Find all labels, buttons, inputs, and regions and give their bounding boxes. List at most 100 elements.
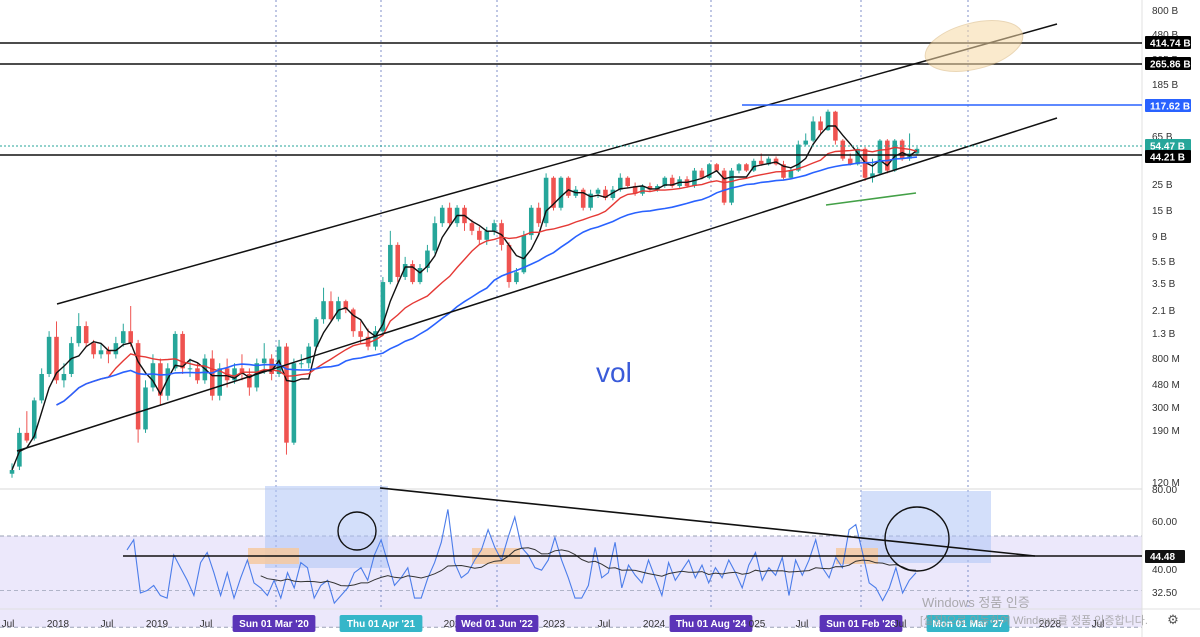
- candle-106: [796, 144, 801, 171]
- price-tick-11: 5.5 B: [1152, 257, 1176, 268]
- candle-71: [536, 207, 541, 224]
- price-tick-18: 190 M: [1152, 426, 1180, 437]
- candle-53: [402, 264, 408, 277]
- candle-68: [514, 272, 519, 283]
- rsi-ma: [260, 547, 917, 587]
- gear-icon[interactable]: ⚙: [1167, 613, 1179, 628]
- candle-80: [603, 189, 608, 198]
- candle-24: [187, 368, 193, 370]
- price-tick-8: 25 B: [1152, 180, 1173, 191]
- candle-107: [803, 140, 809, 145]
- candle-120: [899, 140, 905, 159]
- price-tick-15: 800 M: [1152, 354, 1180, 365]
- candle-18: [143, 387, 148, 430]
- candle-17: [135, 343, 141, 430]
- target-ellipse: [924, 20, 1024, 72]
- candle-93: [699, 170, 705, 178]
- candle-97: [729, 170, 734, 203]
- green-trend: [825, 192, 917, 206]
- candle-20: [158, 363, 163, 396]
- candle-67: [506, 244, 512, 283]
- candle-31: [239, 368, 245, 374]
- price-tag-label-0: 414.74 B: [1150, 39, 1191, 50]
- price-tag-label-2: 117.62 B: [1150, 102, 1190, 113]
- candle-59: [447, 207, 452, 224]
- xaxis-tick-7: 202: [444, 619, 461, 630]
- xaxis-tag-12: [669, 615, 753, 632]
- candle-51: [388, 244, 393, 283]
- candle-82: [617, 177, 623, 190]
- ma-mid: [56, 146, 918, 406]
- xaxis-tick-1: 2018: [47, 619, 70, 630]
- price-tag-2: [1145, 99, 1191, 112]
- candle-9: [76, 326, 82, 344]
- rsi-level-tag: [1145, 550, 1185, 563]
- rsi-level-tag-label: 44.48: [1150, 552, 1175, 563]
- xaxis-tick-9: 2023: [543, 619, 566, 630]
- price-tick-9: 15 B: [1152, 206, 1173, 217]
- xaxis-tick-2: Jul: [101, 619, 114, 630]
- candle-56: [425, 250, 430, 268]
- price-tag-label-1: 265.86 B: [1150, 60, 1191, 71]
- candle-23: [180, 333, 185, 369]
- candle-79: [595, 189, 601, 194]
- candle-49: [373, 331, 378, 347]
- rsi-circle-2021: [337, 511, 377, 551]
- rsi-tick-3: 40.00: [1152, 565, 1177, 576]
- xaxis-tag-17: [926, 615, 1010, 632]
- candle-47: [358, 331, 363, 337]
- candle-3: [31, 400, 37, 439]
- xaxis-tag-label-6: Thu 01 Apr '21: [347, 619, 416, 630]
- candle-92: [692, 170, 697, 187]
- candle-35: [269, 358, 274, 374]
- xaxis-tick-11: 2024: [643, 619, 666, 630]
- candle-75: [566, 177, 571, 196]
- annotation-vol: vol: [596, 357, 632, 388]
- candle-30: [232, 368, 237, 381]
- candle-46: [350, 309, 356, 332]
- price-tick-14: 1.3 B: [1152, 329, 1176, 340]
- candle-110: [825, 111, 831, 131]
- candle-113: [847, 158, 853, 165]
- xaxis-tag-label-15: Sun 01 Feb '26: [826, 619, 896, 630]
- candle-55: [417, 267, 423, 283]
- candle-42: [321, 301, 326, 320]
- rsi-tick-4: 32.50: [1152, 588, 1177, 599]
- candle-14: [113, 343, 119, 355]
- candle-19: [150, 363, 156, 388]
- candle-99: [744, 164, 749, 171]
- price-tick-3: 185 B: [1152, 80, 1178, 91]
- channel-upper: [56, 23, 1058, 305]
- candle-5: [46, 336, 52, 374]
- candle-25: [195, 368, 200, 381]
- rsi-series: [123, 487, 1142, 605]
- price-tick-1: 480 B: [1152, 30, 1178, 41]
- candle-78: [588, 193, 593, 208]
- rsi-trendline: [379, 487, 1036, 557]
- candle-86: [647, 186, 653, 190]
- candle-58: [439, 207, 445, 224]
- candle-87: [655, 186, 660, 190]
- candle-105: [788, 170, 794, 178]
- price-tick-16: 480 M: [1152, 380, 1180, 391]
- candle-12: [98, 350, 104, 355]
- candle-41: [313, 319, 319, 347]
- candle-2: [24, 432, 30, 441]
- rsi-circle-2026: [884, 506, 950, 572]
- candle-0: [9, 470, 15, 474]
- price-tag-label-4: 44.21 B: [1150, 153, 1185, 164]
- candle-15: [120, 331, 126, 344]
- candle-52: [395, 244, 401, 277]
- rsi-tick-0: 80.00: [1152, 485, 1177, 496]
- candle-112: [840, 140, 846, 159]
- candle-16: [128, 331, 133, 344]
- candle-7: [61, 373, 67, 381]
- xaxis-tag-15: [819, 615, 903, 632]
- price-tick-5: 65 B: [1152, 132, 1173, 143]
- ma-long: [56, 156, 918, 406]
- candle-96: [721, 170, 727, 203]
- candle-28: [217, 368, 222, 396]
- candle-21: [165, 368, 171, 396]
- candle-77: [580, 189, 586, 208]
